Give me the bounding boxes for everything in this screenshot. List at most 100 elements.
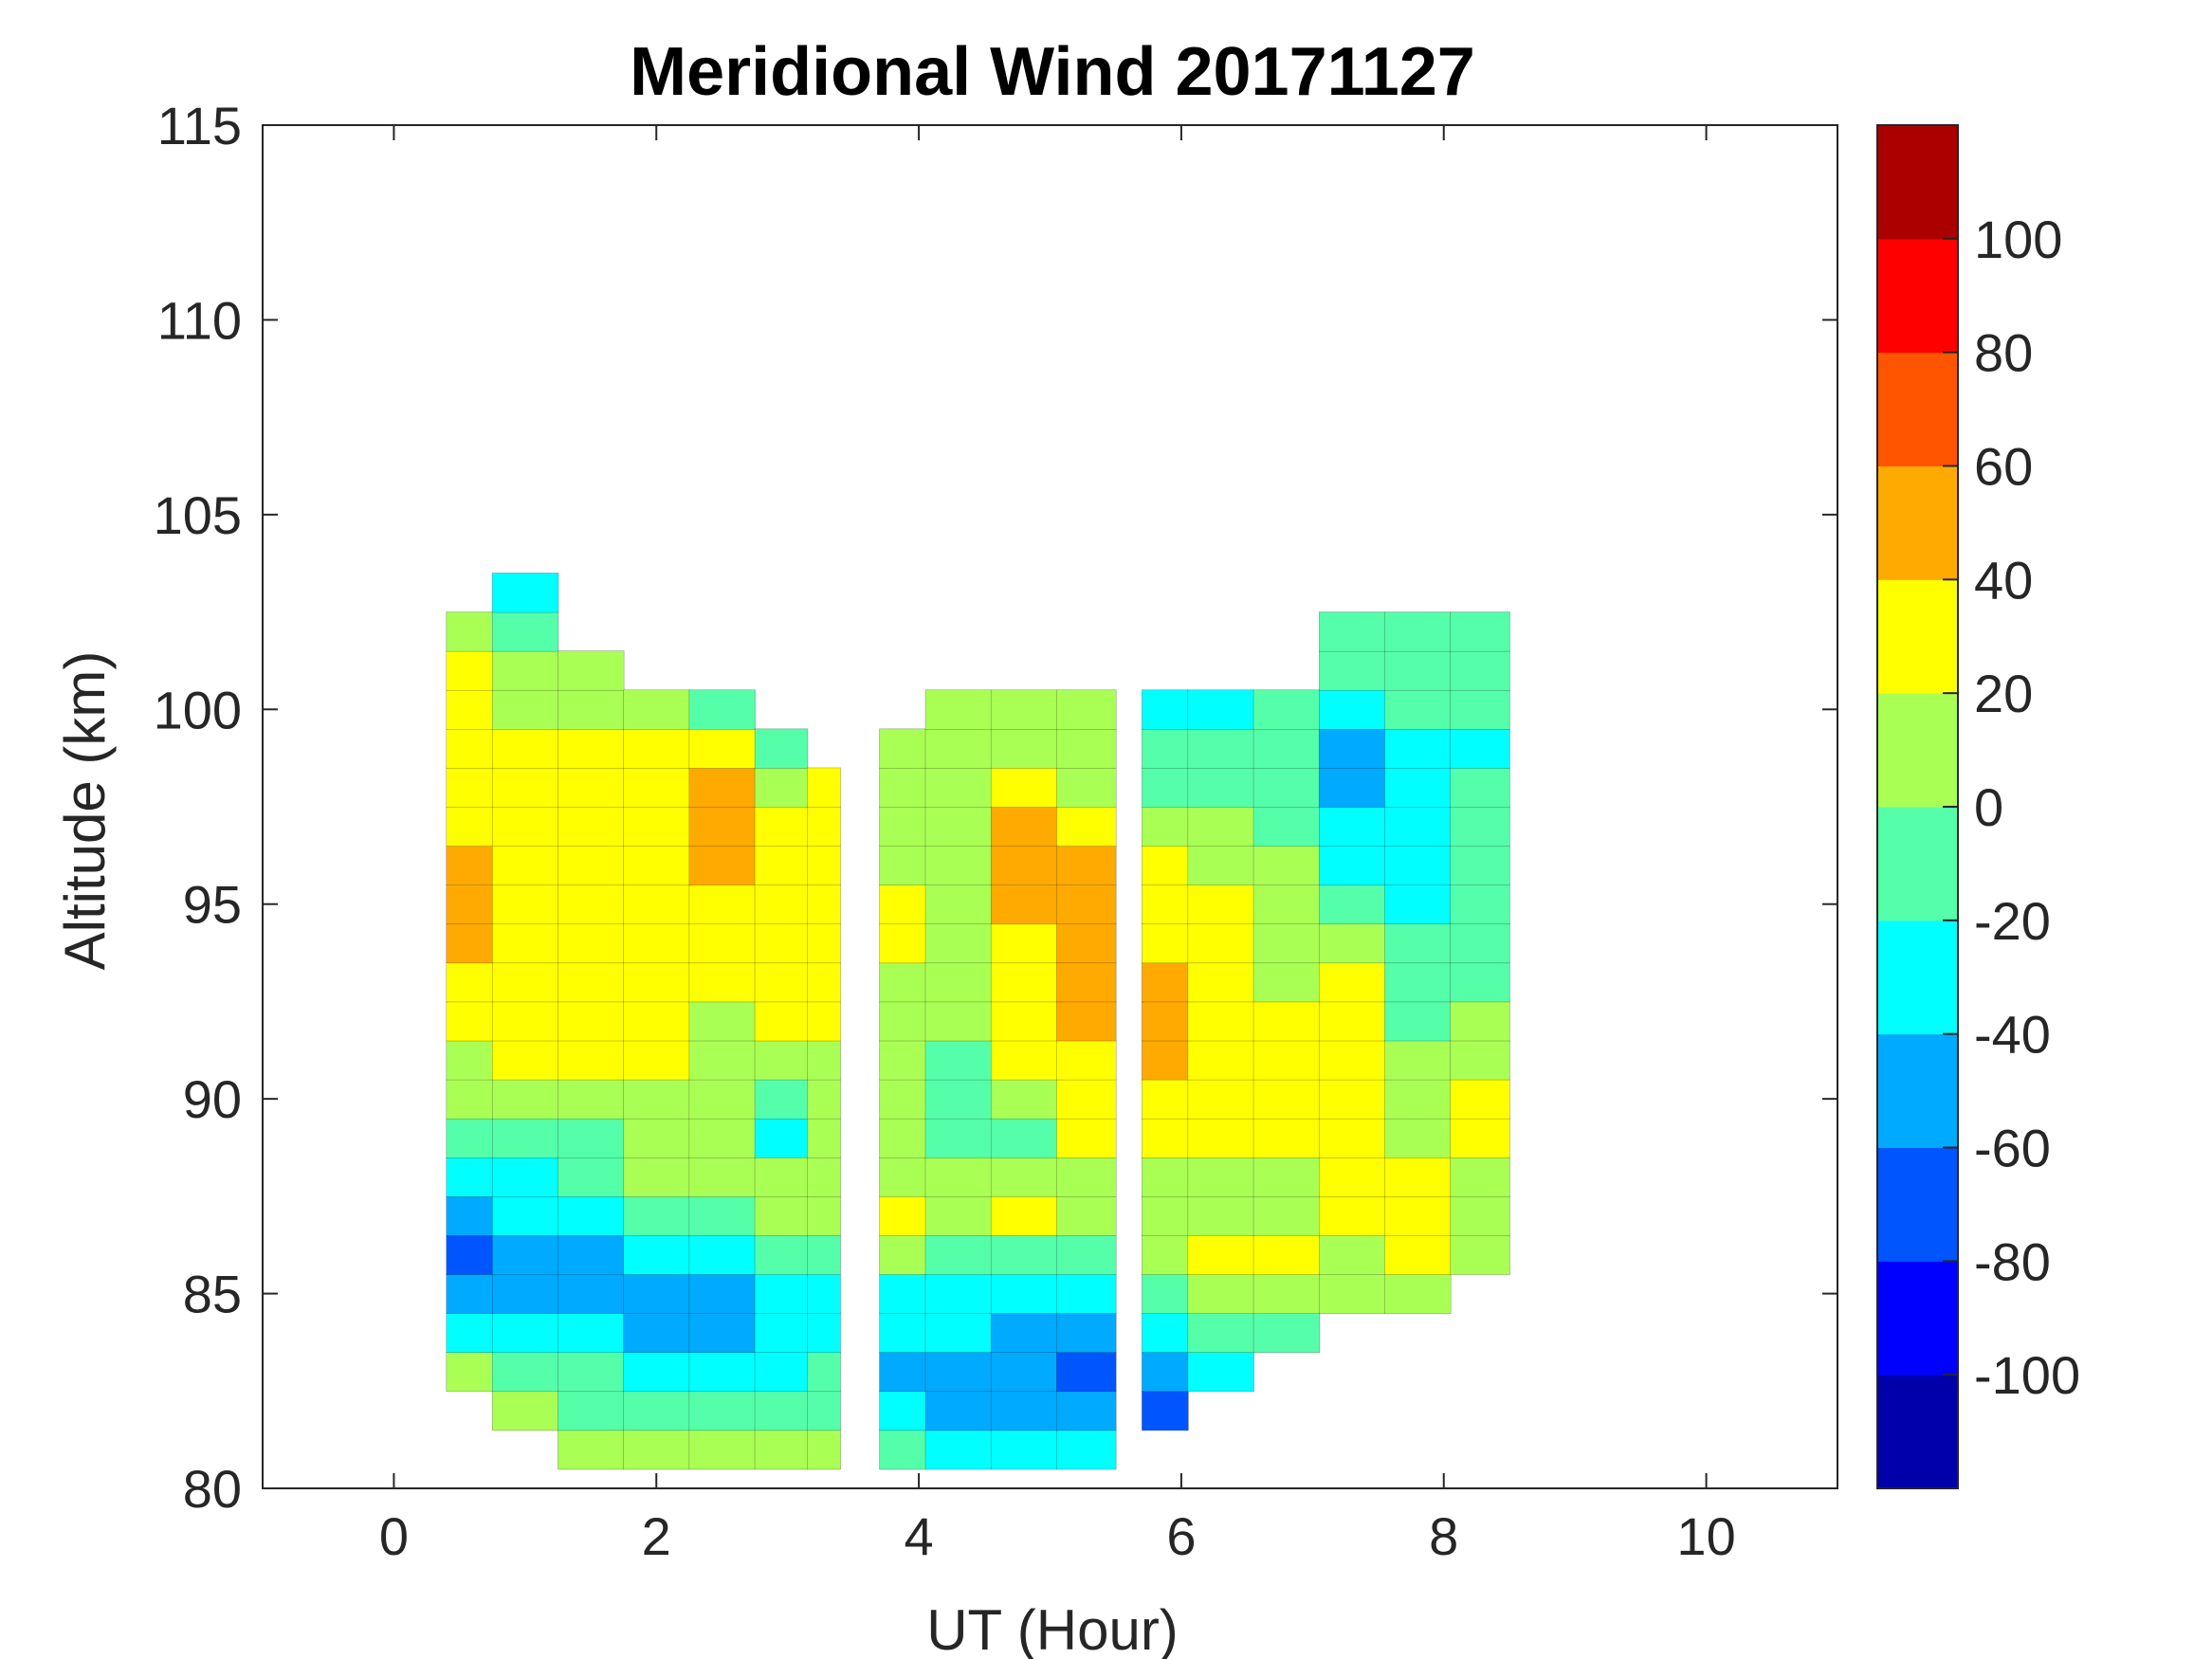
contour-cell: [807, 1157, 841, 1197]
contour-cell: [446, 922, 494, 964]
contour-cell: [990, 1430, 1058, 1470]
contour-cell: [1187, 922, 1254, 964]
contour-cell: [1252, 1234, 1321, 1275]
contour-cell: [1187, 728, 1254, 769]
contour-cell: [491, 1234, 559, 1275]
contour-cell: [1252, 884, 1321, 925]
contour-cell: [491, 689, 559, 730]
y-tick-label: 110: [157, 290, 242, 350]
contour-cell: [491, 962, 559, 1003]
contour-cell: [1056, 1351, 1117, 1393]
contour-cell: [1252, 1040, 1321, 1081]
contour-cell: [1384, 611, 1452, 652]
contour-cell: [924, 1312, 993, 1353]
contour-cell: [924, 1234, 993, 1275]
colorbar-band: [1877, 579, 1958, 694]
contour-cell: [688, 689, 756, 730]
contour-cell: [1187, 1118, 1254, 1158]
contour-cell: [754, 1079, 809, 1120]
contour-cell: [623, 1273, 690, 1314]
contour-cell: [807, 1040, 841, 1081]
contour-cell: [491, 1118, 559, 1158]
contour-cell: [623, 728, 690, 769]
contour-cell: [623, 806, 690, 847]
x-tick-label: 2: [642, 1506, 671, 1566]
contour-cell: [491, 1351, 559, 1393]
contour-cell: [623, 1430, 690, 1470]
contour-cell: [446, 728, 494, 769]
contour-cell: [879, 884, 926, 925]
contour-cell: [924, 1079, 993, 1120]
contour-cell: [1056, 1079, 1117, 1120]
contour-cell: [754, 922, 809, 964]
chart-title: Meridional Wind 20171127: [630, 34, 1475, 110]
contour-cell: [924, 1351, 993, 1393]
contour-cell: [990, 1390, 1058, 1431]
contour-cell: [1450, 1079, 1510, 1120]
contour-cell: [1056, 1195, 1117, 1236]
x-axis: 0 2 4 6 8 10: [379, 125, 1736, 1566]
contour-cell: [807, 1195, 841, 1236]
contour-cell: [1318, 650, 1386, 691]
contour-cell: [924, 1430, 993, 1470]
contour-cell: [688, 1001, 756, 1042]
contour-cell: [558, 845, 625, 885]
contour-cell: [446, 767, 494, 808]
contour-cell: [1252, 1001, 1321, 1042]
contour-cell: [1318, 922, 1386, 964]
contour-cell: [1056, 962, 1117, 1003]
contour-cell: [1450, 1157, 1510, 1197]
contour-cell: [1384, 845, 1452, 885]
contour-cell: [990, 806, 1058, 847]
contour-cell: [558, 1079, 625, 1120]
contour-cell: [623, 845, 690, 885]
contour-cell: [807, 1312, 841, 1353]
contour-cell: [1384, 650, 1452, 691]
contour-cell: [879, 806, 926, 847]
contour-cell: [623, 1351, 690, 1393]
contour-cell: [1056, 1234, 1117, 1275]
contour-cell: [491, 611, 559, 652]
contour-cell: [924, 884, 993, 925]
contour-cell: [558, 1234, 625, 1275]
contour-cell: [1142, 728, 1189, 769]
contour-cell: [754, 1430, 809, 1470]
contour-cell: [1142, 1312, 1189, 1353]
contour-cell: [491, 884, 559, 925]
contour-cell: [491, 1040, 559, 1081]
contour-cell: [688, 1234, 756, 1275]
contour-cell: [623, 767, 690, 808]
contour-cell: [1187, 1234, 1254, 1275]
colorbar-band: [1877, 693, 1958, 808]
contour-cell: [990, 728, 1058, 769]
contour-cell: [1187, 1312, 1254, 1353]
contour-cell: [1384, 922, 1452, 964]
contour-cell: [1450, 806, 1510, 847]
contour-cell: [1252, 922, 1321, 964]
contour-cell: [623, 962, 690, 1003]
y-axis-label: Altitude (km): [53, 651, 117, 971]
contour-cell: [1056, 1390, 1117, 1431]
contour-cell: [879, 1430, 926, 1470]
contour-cell: [491, 1312, 559, 1353]
contour-cell: [1187, 1195, 1254, 1236]
contour-cell: [754, 1273, 809, 1314]
contour-cell: [1056, 1118, 1117, 1158]
contour-cell: [1252, 1157, 1321, 1197]
contour-cell: [558, 1273, 625, 1314]
contour-cell: [1450, 728, 1510, 769]
colorbar-tick-label: 0: [1974, 777, 2003, 837]
contour-cell: [446, 611, 494, 652]
contour-cell: [1142, 1118, 1189, 1158]
y-tick-label: 105: [154, 485, 242, 545]
contour-cell: [807, 1118, 841, 1158]
contour-cell: [1384, 1001, 1452, 1042]
contour-cell: [558, 767, 625, 808]
contour-cell: [924, 1118, 993, 1158]
y-tick-label: 80: [183, 1459, 242, 1519]
contour-cell: [754, 1118, 809, 1158]
contour-cell: [924, 1001, 993, 1042]
contour-cell: [558, 884, 625, 925]
contour-cell: [623, 1234, 690, 1275]
contour-cell: [879, 767, 926, 808]
